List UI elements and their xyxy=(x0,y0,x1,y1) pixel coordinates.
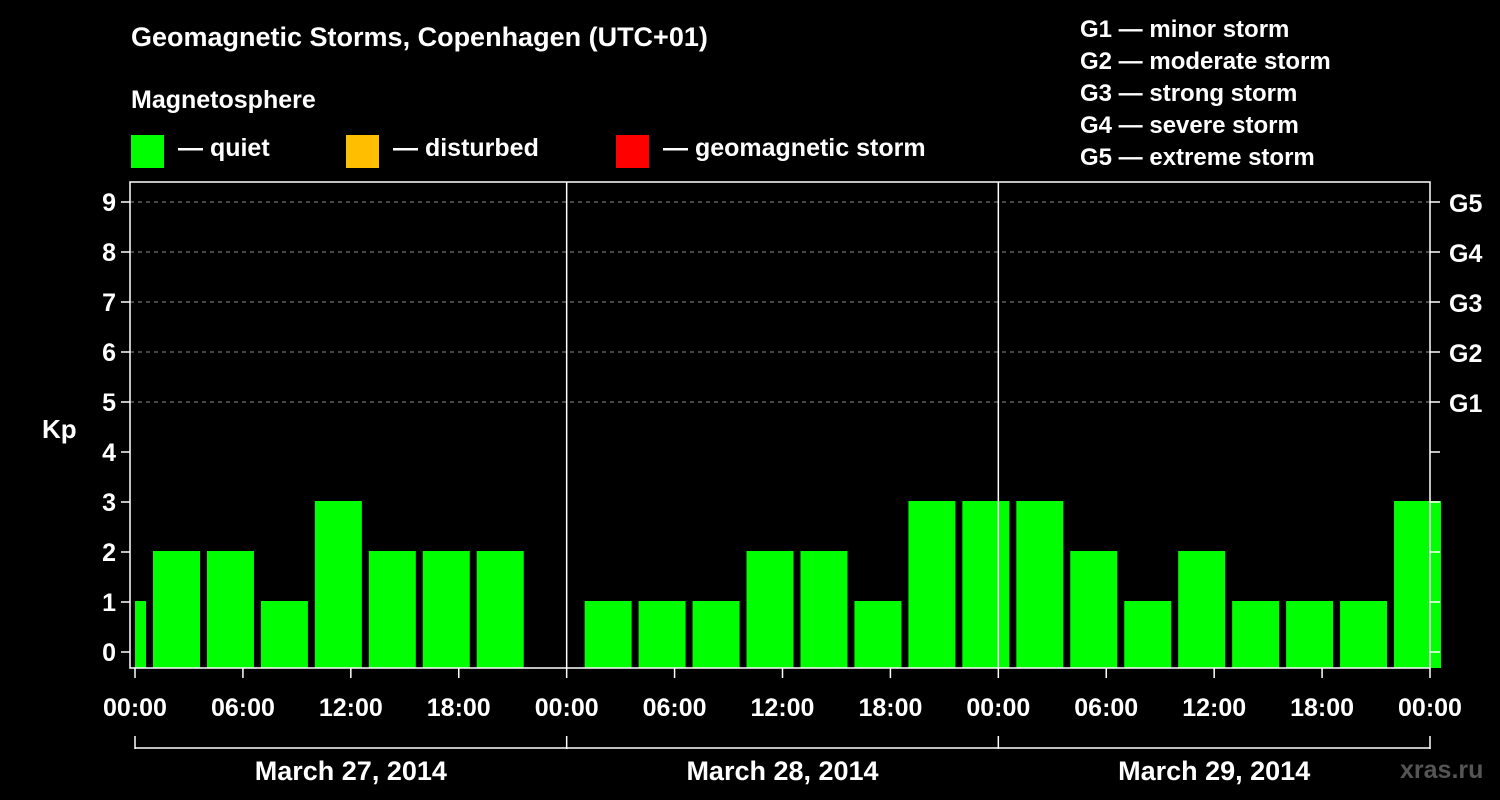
x-tick-label-0: 00:00 xyxy=(103,694,167,722)
storm-level-label-g3: G3 xyxy=(1449,290,1482,318)
kp-bar-5 xyxy=(368,551,416,668)
x-tick-label-5: 06:00 xyxy=(643,694,707,722)
kp-bar-13 xyxy=(854,601,902,668)
kp-bar-9 xyxy=(638,601,686,668)
kp-bar-3 xyxy=(260,601,308,668)
x-tick-label-12: 00:00 xyxy=(1398,694,1462,722)
y-tick-label-0: 0 xyxy=(102,639,116,667)
kp-bar-16 xyxy=(1016,501,1064,668)
y-tick-label-4: 4 xyxy=(102,439,116,467)
kp-bar-0 xyxy=(135,601,147,668)
kp-bar-11 xyxy=(746,551,794,668)
kp-bar-19 xyxy=(1178,551,1226,668)
storm-level-label-g2: G2 xyxy=(1449,340,1482,368)
kp-bar-8 xyxy=(584,601,632,668)
chart-title: Geomagnetic Storms, Copenhagen (UTC+01) xyxy=(131,22,708,52)
legend-swatch-quiet xyxy=(131,134,164,168)
kp-bar-22 xyxy=(1340,601,1388,668)
x-tick-label-8: 00:00 xyxy=(966,694,1030,722)
legend-item-storm: — geomagnetic storm xyxy=(616,134,926,168)
storm-level-label-g4: G4 xyxy=(1449,240,1482,268)
y-tick-label-1: 1 xyxy=(102,589,116,617)
kp-bar-7 xyxy=(476,551,524,668)
x-tick-label-3: 18:00 xyxy=(427,694,491,722)
storm-level-label-g5: G5 xyxy=(1449,190,1482,218)
date-label-0: March 27, 2014 xyxy=(255,756,447,786)
legend-item-quiet: — quiet xyxy=(131,134,270,168)
storm-scale-g1: G1 — minor storm xyxy=(1080,16,1290,43)
x-tick-label-10: 12:00 xyxy=(1182,694,1246,722)
kp-bar-17 xyxy=(1070,551,1118,668)
y-tick-label-2: 2 xyxy=(102,539,116,567)
plot-frame xyxy=(129,181,1431,669)
storm-scale-g4: G4 — severe storm xyxy=(1080,112,1299,139)
storm-scale-g2: G2 — moderate storm xyxy=(1080,48,1331,75)
kp-bar-1 xyxy=(152,551,200,668)
legend-item-disturbed: — disturbed xyxy=(346,134,539,168)
kp-bar-6 xyxy=(422,551,470,668)
y-tick-label-7: 7 xyxy=(102,289,116,317)
kp-bar-21 xyxy=(1286,601,1334,668)
kp-bar-2 xyxy=(206,551,254,668)
storm-scale-g5: G5 — extreme storm xyxy=(1080,144,1315,171)
x-tick-label-2: 12:00 xyxy=(319,694,383,722)
kp-bar-15 xyxy=(962,501,1010,668)
kp-bar-10 xyxy=(692,601,740,668)
legend-swatch-storm xyxy=(616,134,649,168)
watermark: xras.ru xyxy=(1400,756,1484,784)
y-tick-label-3: 3 xyxy=(102,489,116,517)
y-tick-label-6: 6 xyxy=(102,339,116,367)
kp-bar-20 xyxy=(1232,601,1280,668)
y-tick-label-5: 5 xyxy=(102,389,116,417)
x-tick-label-4: 00:00 xyxy=(535,694,599,722)
kp-bar-23 xyxy=(1394,501,1442,668)
storm-scale-list: G1 — minor storm G2 — moderate storm G3 … xyxy=(1080,14,1331,174)
date-label-1: March 28, 2014 xyxy=(686,756,878,786)
x-tick-label-1: 06:00 xyxy=(211,694,275,722)
legend-swatch-disturbed xyxy=(346,134,379,168)
kp-bar-18 xyxy=(1124,601,1172,668)
legend-label-disturbed: — disturbed xyxy=(393,133,539,162)
kp-bar-14 xyxy=(908,501,956,668)
kp-bar-12 xyxy=(800,551,848,668)
x-tick-label-9: 06:00 xyxy=(1074,694,1138,722)
y-tick-label-8: 8 xyxy=(102,239,116,267)
date-label-2: March 29, 2014 xyxy=(1118,756,1310,786)
x-tick-label-7: 18:00 xyxy=(858,694,922,722)
legend-label-storm: — geomagnetic storm xyxy=(663,133,926,162)
x-tick-label-6: 12:00 xyxy=(751,694,815,722)
legend-heading: Magnetosphere xyxy=(131,86,316,114)
y-tick-label-9: 9 xyxy=(102,189,116,217)
legend-label-quiet: — quiet xyxy=(178,133,270,162)
storm-scale-g3: G3 — strong storm xyxy=(1080,80,1298,107)
storm-level-label-g1: G1 xyxy=(1449,390,1482,418)
kp-bar-4 xyxy=(314,501,362,668)
y-axis-label: Kp xyxy=(42,414,77,444)
x-tick-label-11: 18:00 xyxy=(1290,694,1354,722)
